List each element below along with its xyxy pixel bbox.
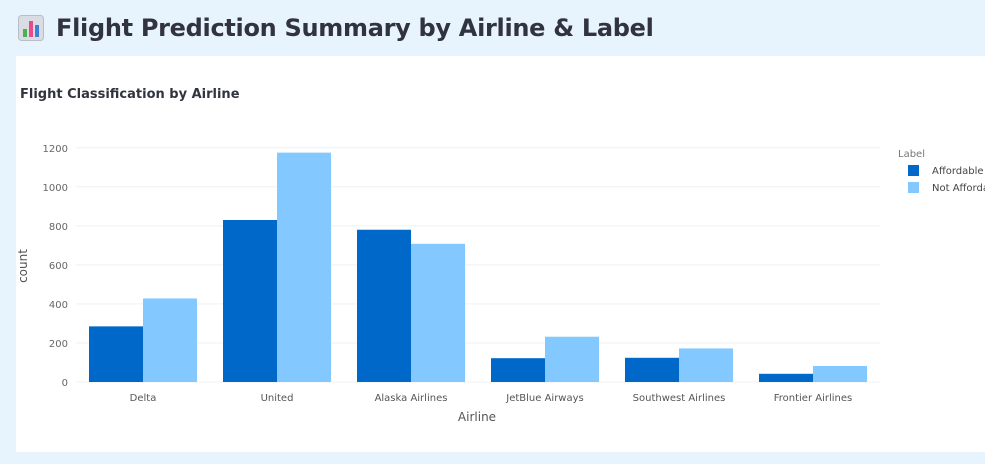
- bar-not-affordable[interactable]: [143, 298, 197, 382]
- x-tick-label: Delta: [130, 393, 157, 404]
- legend-swatch[interactable]: [908, 182, 919, 193]
- page-title: Flight Prediction Summary by Airline & L…: [56, 14, 654, 42]
- legend-item-label[interactable]: Not Affordable: [932, 183, 985, 194]
- legend-item-label[interactable]: Affordable: [932, 166, 984, 177]
- legend-swatch[interactable]: [908, 165, 919, 176]
- bar-not-affordable[interactable]: [679, 348, 733, 382]
- bar-chart: 0 200 400 600 800 1000 1200 Delta United Alaska …: [16, 144, 985, 424]
- y-axis-label: count: [16, 249, 30, 283]
- y-tick-label: 800: [49, 222, 68, 233]
- legend-title: Label: [898, 149, 925, 160]
- bar-affordable[interactable]: [89, 326, 143, 382]
- bar-chart-icon: [18, 15, 44, 41]
- chart-title: Flight Classification by Airline: [20, 87, 240, 102]
- bar-not-affordable[interactable]: [545, 336, 599, 382]
- x-tick-label: Alaska Airlines: [375, 393, 448, 404]
- y-tick-label: 1200: [43, 144, 68, 155]
- bar-not-affordable[interactable]: [411, 243, 465, 382]
- bar-not-affordable[interactable]: [813, 365, 867, 382]
- grid-lines: [76, 147, 880, 383]
- y-tick-label: 0: [62, 378, 68, 389]
- x-axis-label: Airline: [458, 410, 496, 424]
- bar-affordable[interactable]: [357, 229, 411, 382]
- bar-affordable[interactable]: [759, 373, 813, 382]
- y-tick-label: 600: [49, 261, 68, 272]
- page-header: Flight Prediction Summary by Airline & L…: [18, 8, 654, 48]
- x-axis-ticks: Delta United Alaska Airlines JetBlue Airway…: [130, 393, 853, 404]
- legend: Label Affordable Not Affordable: [898, 149, 985, 194]
- y-axis-ticks: 0 200 400 600 800 1000 1200: [43, 144, 68, 389]
- chart-card: Flight Classification by Airline 0 200 400…: [16, 56, 985, 452]
- y-tick-label: 200: [49, 339, 68, 350]
- bar-affordable[interactable]: [491, 358, 545, 382]
- y-tick-label: 1000: [43, 183, 68, 194]
- bar-affordable[interactable]: [625, 357, 679, 382]
- bars: [89, 152, 867, 382]
- bar-affordable[interactable]: [223, 219, 277, 382]
- bar-not-affordable[interactable]: [277, 152, 331, 382]
- x-tick-label: JetBlue Airways: [505, 393, 584, 404]
- y-tick-label: 400: [49, 300, 68, 311]
- x-tick-label: Frontier Airlines: [774, 393, 853, 404]
- x-tick-label: United: [261, 393, 294, 404]
- x-tick-label: Southwest Airlines: [633, 393, 726, 404]
